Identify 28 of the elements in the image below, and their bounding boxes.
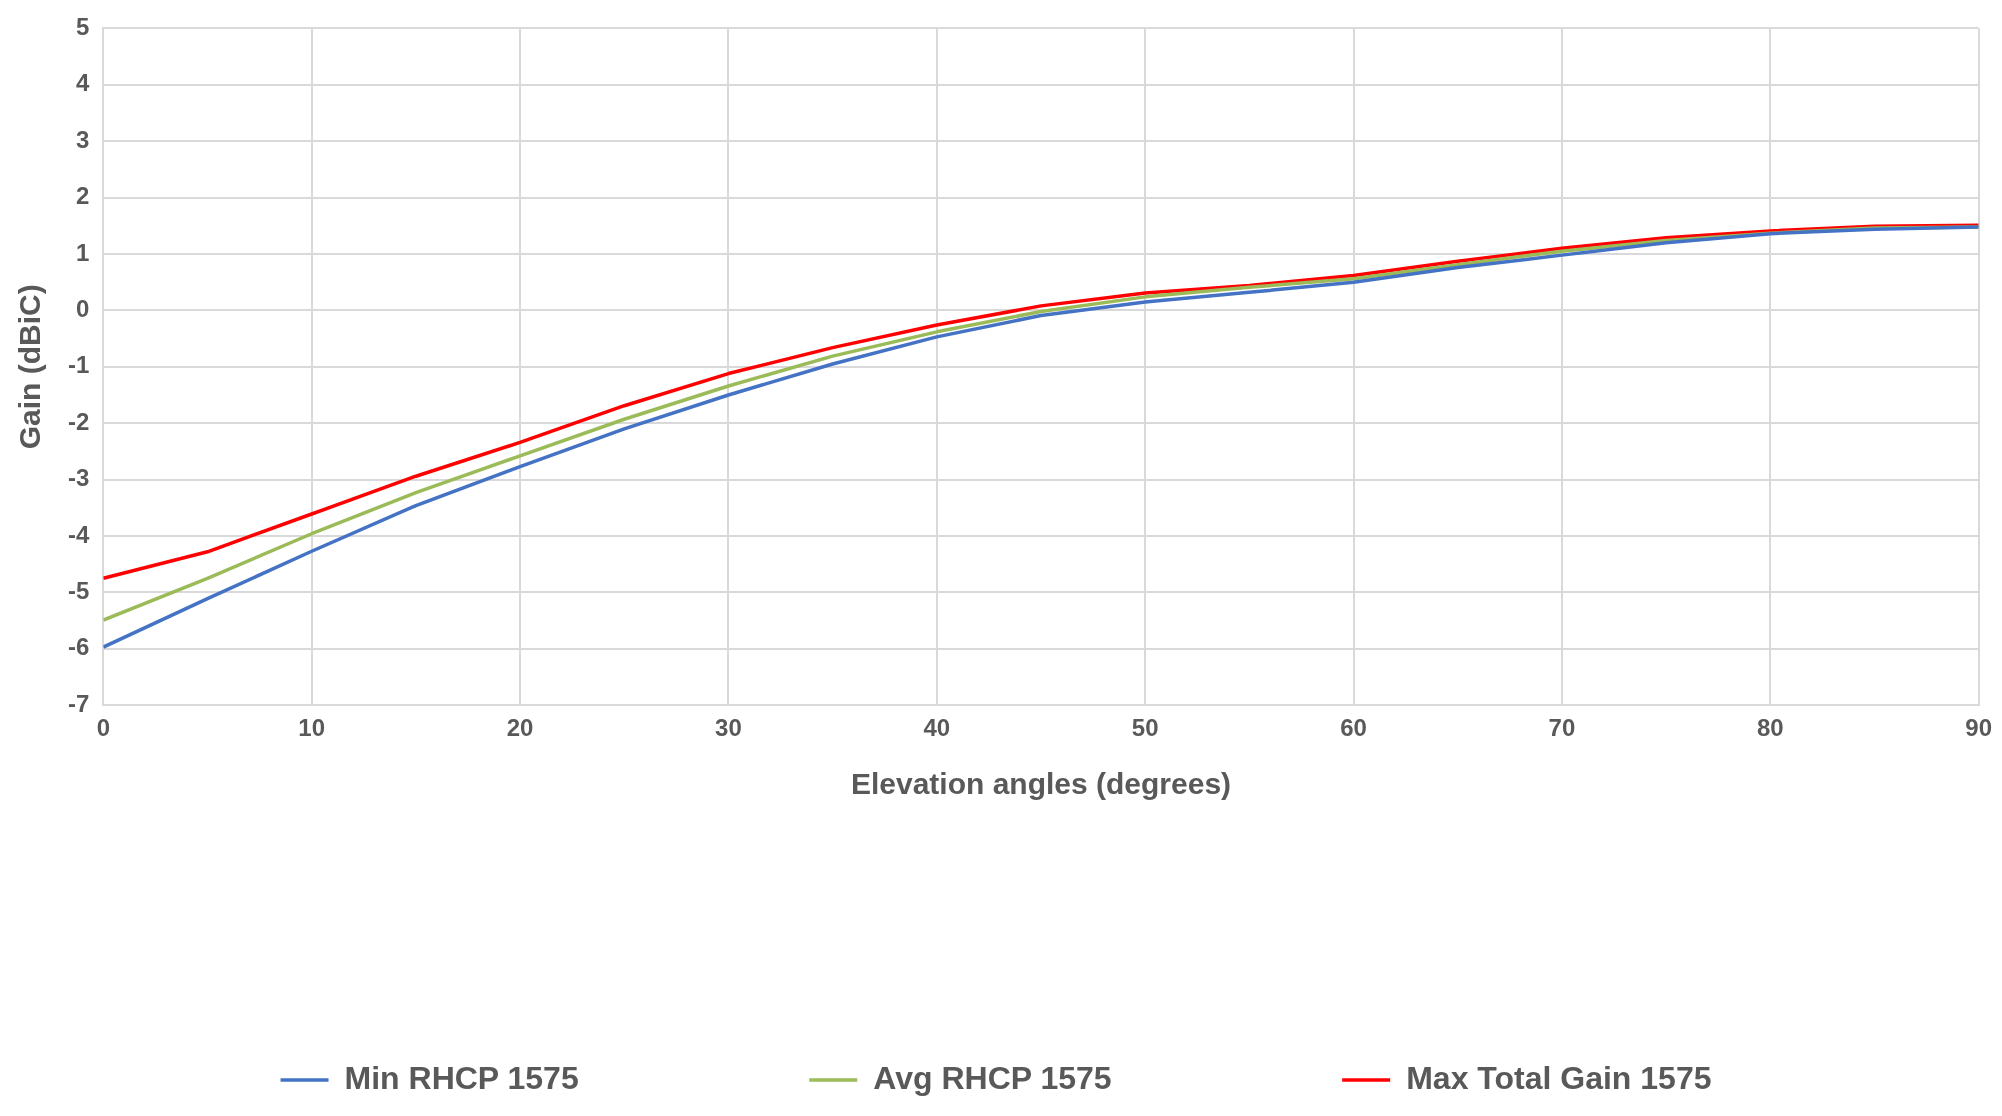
legend-label: Min RHCP 1575 <box>344 1059 579 1096</box>
x-tick-label: 20 <box>506 714 534 742</box>
y-tick-label: -6 <box>68 633 90 661</box>
y-tick-label: -5 <box>68 577 90 605</box>
y-tick-label: 2 <box>75 182 90 210</box>
y-tick-label: -2 <box>68 407 90 435</box>
y-tick-label: -7 <box>68 689 90 717</box>
x-tick-label: 60 <box>1340 714 1367 742</box>
legend-label: Max Total Gain 1575 <box>1406 1059 1712 1096</box>
y-tick-label: -1 <box>68 351 90 379</box>
y-tick-label: -3 <box>68 464 90 492</box>
x-tick-label: 30 <box>715 714 742 742</box>
y-axis-title: Gain (dBiC) <box>13 284 47 450</box>
y-tick-label: 5 <box>75 13 90 41</box>
y-tick-label: -4 <box>68 520 90 548</box>
legend-label: Avg RHCP 1575 <box>873 1059 1112 1096</box>
y-tick-label: 0 <box>75 295 90 323</box>
x-tick-label: 50 <box>1131 714 1159 742</box>
x-tick-label: 10 <box>298 714 326 742</box>
x-tick-label: 90 <box>1965 714 1992 742</box>
x-tick-label: 0 <box>96 714 111 742</box>
x-tick-label: 80 <box>1756 714 1784 742</box>
y-tick-label: 1 <box>75 238 90 266</box>
y-tick-label: 4 <box>75 69 90 97</box>
x-axis-title: Elevation angles (degrees) <box>850 767 1232 801</box>
x-tick-label: 70 <box>1548 714 1576 742</box>
y-tick-label: 3 <box>75 125 90 153</box>
x-tick-label: 40 <box>923 714 951 742</box>
